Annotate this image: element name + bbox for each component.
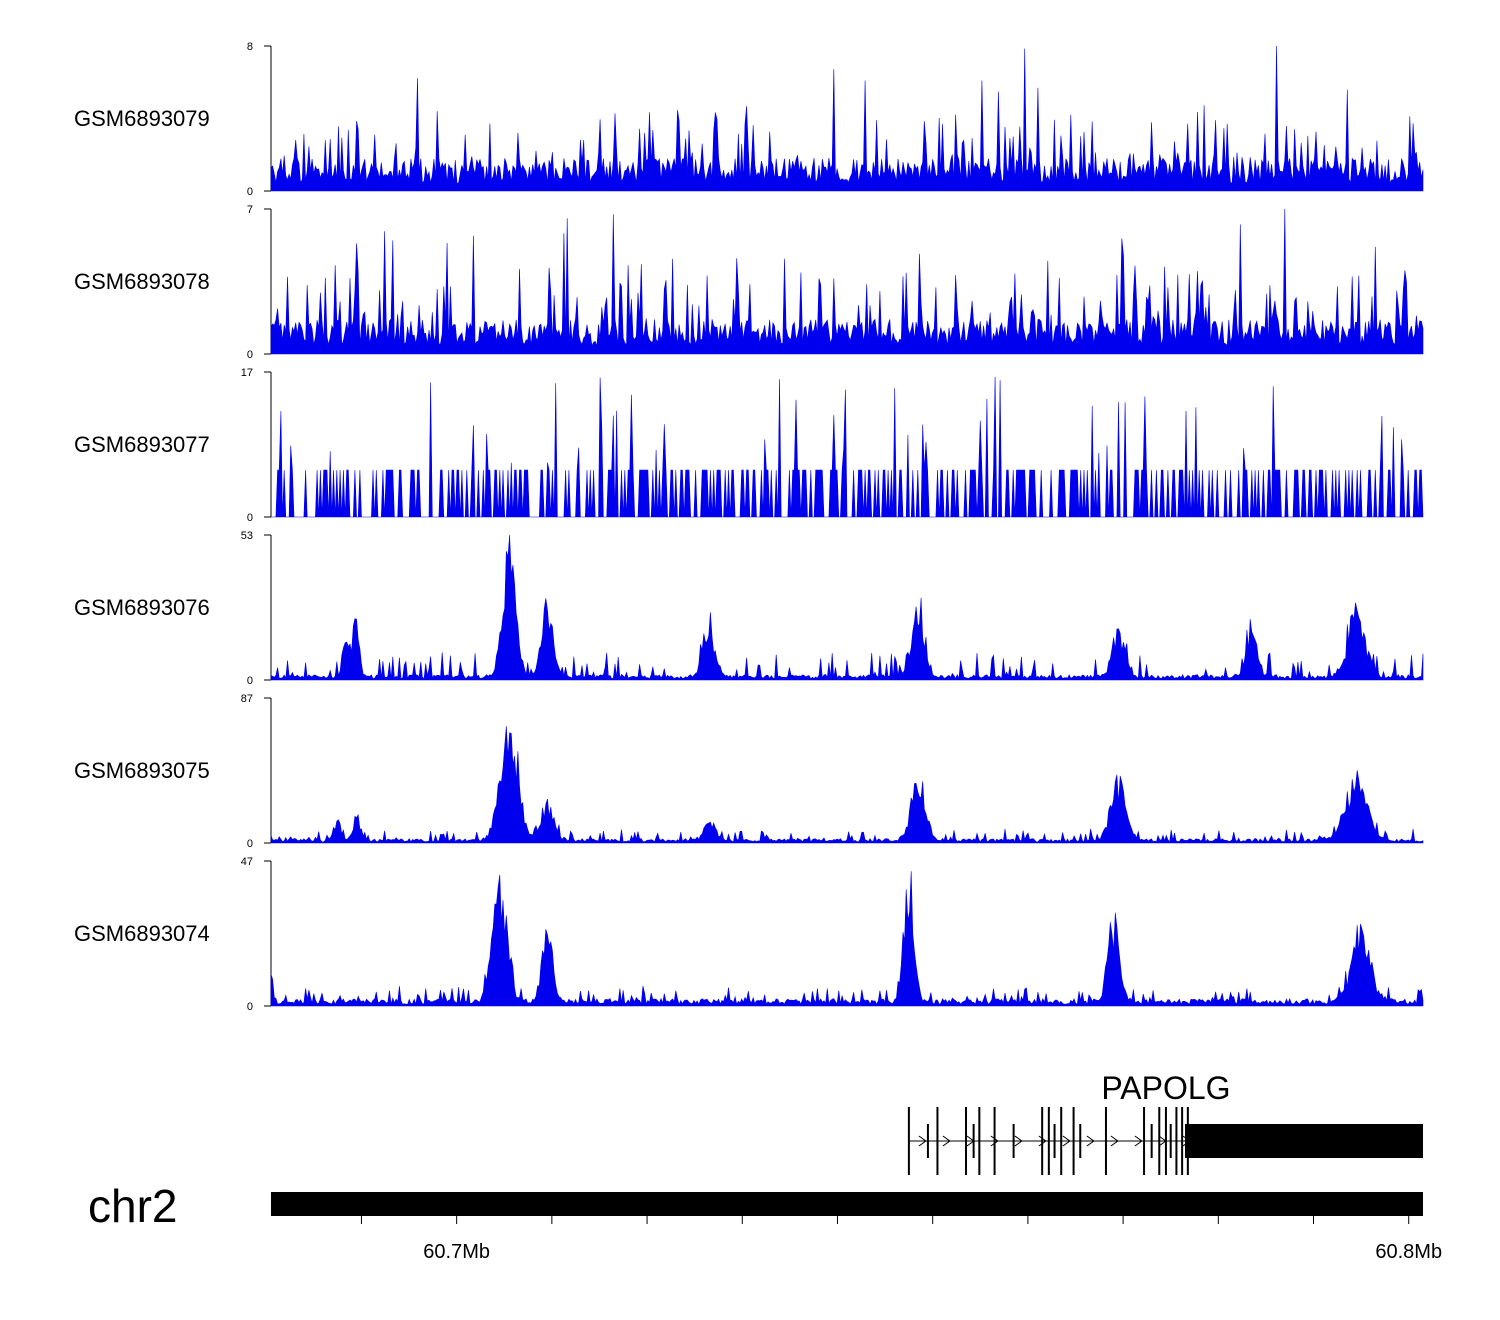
y-max-label: 17 — [241, 367, 253, 379]
track-GSM6893076: GSM6893076 53 0 — [74, 530, 1424, 687]
strand-arrow — [990, 1135, 999, 1147]
exon — [1186, 1107, 1189, 1175]
exon-3utr — [1184, 1124, 1423, 1158]
exon — [1104, 1107, 1107, 1175]
y-zero-label: 0 — [247, 512, 253, 524]
exon — [1060, 1107, 1063, 1175]
exon — [972, 1124, 975, 1158]
track-name-label: GSM6893078 — [74, 269, 210, 294]
exon — [936, 1107, 939, 1175]
exon — [1041, 1107, 1044, 1175]
signal-area — [270, 726, 1424, 844]
signal-area — [270, 534, 1424, 681]
y-max-label: 53 — [241, 530, 253, 542]
exon — [1072, 1107, 1075, 1175]
gene-name-label: PAPOLG — [1101, 1070, 1230, 1106]
exon — [1169, 1124, 1172, 1158]
chromosome-bar — [271, 1192, 1423, 1216]
exon — [926, 1124, 929, 1158]
track-GSM6893079: GSM6893079 8 0 — [74, 41, 1424, 198]
strand-arrow — [1110, 1135, 1119, 1147]
track-name-label: GSM6893079 — [74, 106, 210, 131]
y-zero-label: 0 — [247, 349, 253, 361]
y-zero-label: 0 — [247, 1001, 253, 1013]
track-GSM6893077: GSM6893077 17 0 — [74, 367, 1424, 524]
exon — [1012, 1124, 1015, 1158]
genomic-axis: chr2 60.7Mb 60.8Mb — [88, 1180, 1442, 1263]
exon — [1150, 1124, 1153, 1158]
signal-area — [271, 376, 1424, 518]
y-zero-label: 0 — [247, 838, 253, 850]
signal-area — [270, 208, 1424, 355]
track-name-label: GSM6893074 — [74, 921, 210, 946]
y-max-label: 8 — [247, 41, 253, 53]
strand-arrow — [1086, 1135, 1095, 1147]
x-tick-label: 60.8Mb — [1375, 1241, 1442, 1263]
y-max-label: 7 — [247, 204, 253, 216]
exon — [1053, 1124, 1056, 1158]
y-zero-label: 0 — [247, 186, 253, 198]
strand-arrow — [918, 1135, 927, 1147]
exon — [1047, 1107, 1050, 1175]
y-max-label: 47 — [241, 856, 253, 868]
signal-area — [270, 871, 1424, 1007]
strand-arrow — [1014, 1135, 1023, 1147]
exon — [1158, 1107, 1161, 1175]
chromosome-label: chr2 — [88, 1180, 177, 1232]
track-GSM6893078: GSM6893078 7 0 — [74, 204, 1424, 361]
y-max-label: 87 — [241, 693, 253, 705]
exon — [1079, 1124, 1082, 1158]
exon — [993, 1107, 996, 1175]
gene-annotation-track: PAPOLG — [907, 1070, 1423, 1175]
signal-tracks: GSM689307980GSM689307870GSM6893077170GSM… — [74, 41, 1424, 1013]
exon — [1143, 1107, 1146, 1175]
track-name-label: GSM6893075 — [74, 758, 210, 783]
exon — [1175, 1107, 1178, 1175]
strand-arrow — [1062, 1135, 1071, 1147]
y-zero-label: 0 — [247, 675, 253, 687]
strand-arrow — [942, 1135, 951, 1147]
track-name-label: GSM6893076 — [74, 595, 210, 620]
track-GSM6893075: GSM6893075 87 0 — [74, 693, 1424, 850]
strand-arrow — [1134, 1135, 1143, 1147]
signal-area — [270, 45, 1424, 192]
track-GSM6893074: GSM6893074 47 0 — [74, 856, 1424, 1013]
exon — [978, 1107, 981, 1175]
exon — [907, 1107, 910, 1175]
x-tick-label: 60.7Mb — [423, 1241, 490, 1263]
exon — [1164, 1107, 1167, 1175]
exon — [1181, 1107, 1184, 1175]
exon — [965, 1107, 968, 1175]
track-name-label: GSM6893077 — [74, 432, 210, 457]
